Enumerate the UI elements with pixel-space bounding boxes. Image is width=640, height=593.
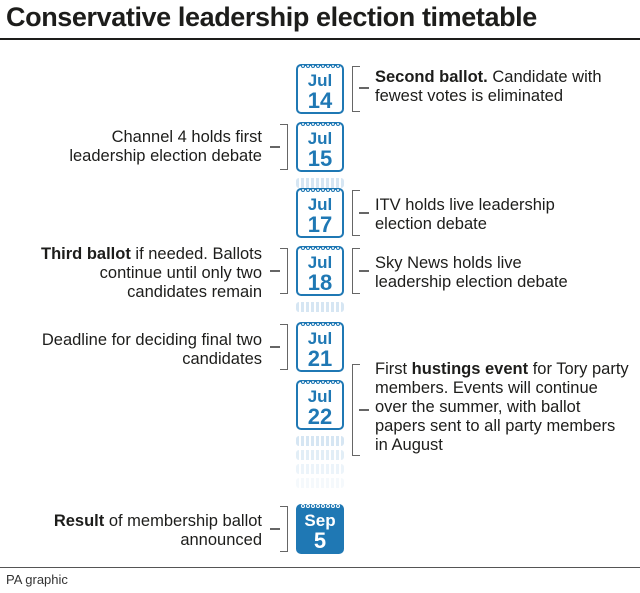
bracket [280, 124, 288, 170]
bracket-tick [359, 409, 369, 411]
calendar-month: Jul [307, 253, 333, 272]
event-note-jul-21: Deadline for deciding final two candidat… [41, 331, 262, 368]
bracket-tick [359, 212, 369, 214]
bracket [280, 248, 288, 294]
bracket-tick [359, 270, 369, 272]
calendar-day: 17 [307, 212, 333, 237]
bracket [352, 364, 360, 456]
event-note-jul-18-right: Sky News holds live leadership election … [375, 254, 568, 291]
calendar-day: 22 [307, 404, 333, 429]
page-title: Conservative leadership election timetab… [6, 2, 537, 32]
bracket-tick [270, 146, 280, 148]
event-note-sep-5: Result of membership ballot announced [53, 512, 262, 549]
bracket [280, 506, 288, 552]
bracket [352, 190, 360, 236]
calendar-icon-jul-15: Jul 15 [296, 122, 344, 172]
bracket-tick [359, 87, 369, 89]
calendar-month: Jul [307, 329, 333, 348]
calendar-icon-jul-18: Jul 18 [296, 246, 344, 296]
bracket [352, 248, 360, 294]
calendar-day: 15 [307, 146, 333, 171]
event-note-jul-18-left: Third ballot if needed. Ballots continue… [41, 245, 262, 301]
timeline-gap [296, 302, 344, 316]
calendar-day: 14 [307, 88, 333, 113]
event-note-jul-17: ITV holds live leadership election debat… [375, 196, 555, 233]
event-note-jul-14: Second ballot. Candidate with fewest vot… [375, 68, 602, 105]
source-credit: PA graphic [6, 572, 68, 587]
calendar-month: Jul [307, 71, 333, 90]
calendar-month: Jul [307, 195, 333, 214]
timeline-gap [296, 436, 344, 492]
calendar-month: Sep [304, 511, 336, 530]
event-note-jul-22: First hustings event for Tory party memb… [375, 360, 629, 454]
bracket-tick [270, 270, 280, 272]
calendar-icon-jul-22: Jul 22 [296, 380, 344, 430]
calendar-day: 21 [307, 346, 333, 371]
bracket-tick [270, 528, 280, 530]
timeline-gap [296, 178, 344, 192]
calendar-day: 18 [307, 270, 333, 295]
bracket [280, 324, 288, 370]
bracket [352, 66, 360, 112]
calendar-icon-sep-5: Sep 5 [296, 504, 344, 554]
calendar-icon-jul-17: Jul 17 [296, 188, 344, 238]
calendar-icon-jul-14: Jul 14 [296, 64, 344, 114]
bracket-tick [270, 346, 280, 348]
calendar-month: Jul [307, 129, 333, 148]
calendar-icon-jul-21: Jul 21 [296, 322, 344, 372]
footer-rule [0, 567, 640, 568]
event-note-jul-15: Channel 4 holds first leadership electio… [69, 128, 262, 165]
calendar-month: Jul [307, 387, 333, 406]
calendar-day: 5 [313, 528, 327, 553]
title-rule [0, 38, 640, 40]
